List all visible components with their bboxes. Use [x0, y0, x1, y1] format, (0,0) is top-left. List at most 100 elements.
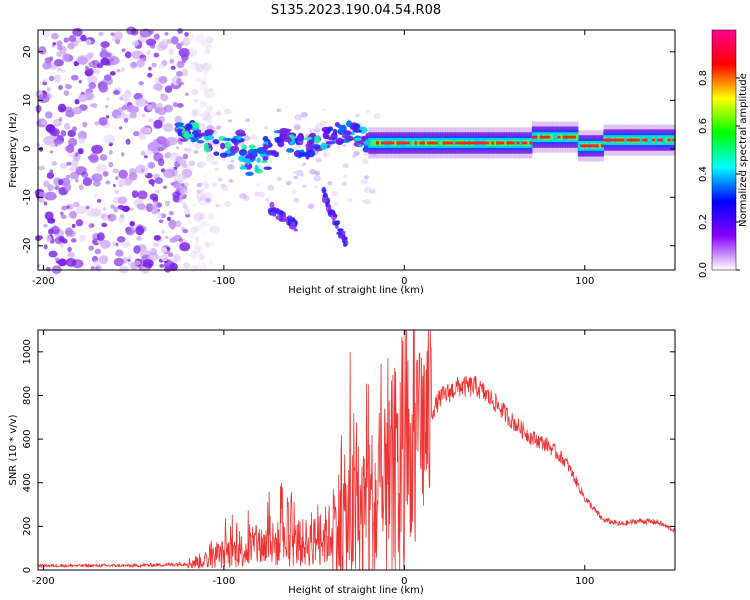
- spectrogram-noise-blob: [148, 66, 152, 71]
- spectrogram-carrier-segment: [452, 138, 456, 148]
- spectrogram-noise-blob: [117, 115, 123, 120]
- spectrogram-noise-blob: [87, 75, 98, 84]
- spectrogram-carrier-segment: [490, 141, 495, 145]
- spectrogram-branch-blob: [333, 220, 340, 227]
- spectrogram-signal-blob: [254, 164, 259, 172]
- spectrogram-carrier-segment: [631, 138, 635, 142]
- spectrogram-carrier-segment: [572, 135, 576, 139]
- spectrogram-noise-blob: [43, 78, 48, 83]
- spectrogram-noise-blob: [138, 133, 147, 140]
- spectrogram-noise-blob: [301, 184, 307, 189]
- spectrogram-noise-blob: [36, 263, 41, 268]
- spectrogram-noise-blob: [102, 171, 109, 177]
- spectrogram-carrier-segment: [613, 138, 617, 142]
- spectrogram-noise-blob: [163, 185, 168, 189]
- spectrogram-signal-blob: [262, 144, 270, 150]
- spectrogram-noise-blob: [178, 179, 182, 184]
- spectrogram-noise-blob: [153, 152, 164, 162]
- spectrogram-noise-blob: [188, 189, 193, 193]
- spectrogram-noise-blob: [115, 38, 121, 45]
- spectrogram-noise-blob: [67, 251, 76, 258]
- spectrogram-noise-blob: [314, 185, 319, 189]
- spectrogram-noise-blob: [193, 149, 199, 154]
- spectrogram-noise-blob: [74, 98, 80, 105]
- spectrogram-carrier-segment: [534, 135, 538, 139]
- spectrogram-signal-blob: [245, 171, 254, 177]
- spectrogram-branch-blob: [268, 211, 276, 216]
- spectrogram-noise-blob: [156, 102, 163, 109]
- spectrogram-noise-blob: [222, 158, 226, 161]
- spectrogram-carrier-segment: [623, 135, 628, 145]
- spectrogram-signal-blob: [235, 129, 246, 137]
- spectrogram-noise-blob: [58, 117, 63, 122]
- spectrogram-noise-blob: [56, 67, 62, 72]
- spectrogram-noise-blob: [116, 236, 126, 243]
- spectrogram-noise-blob: [199, 40, 206, 46]
- spectrogram-noise-blob: [38, 46, 47, 55]
- spectrogram-carrier-segment: [544, 135, 548, 139]
- spectrogram-noise-blob: [209, 225, 221, 234]
- spectrogram-noise-blob: [203, 68, 209, 76]
- spectrogram-noise-blob: [132, 131, 140, 137]
- spectrogram-noise-blob: [207, 259, 214, 266]
- spectrogram-marks: [34, 26, 676, 275]
- spectrogram-noise-blob: [85, 205, 90, 210]
- spectrogram-noise-blob: [117, 196, 128, 205]
- spectrogram-branch-blob: [327, 209, 333, 214]
- spectrogram-carrier-segment: [375, 141, 380, 145]
- spectrogram-carrier-segment: [577, 141, 582, 151]
- spectrogram-noise-blob: [161, 38, 169, 46]
- spectrogram-noise-blob: [245, 118, 250, 122]
- spectrogram-noise-blob: [144, 172, 148, 176]
- spectrogram-carrier-segment: [667, 138, 671, 142]
- spectrogram-noise-blob: [168, 219, 177, 229]
- spectrogram-noise-blob: [196, 64, 203, 71]
- snr-y-tick-label: 800: [22, 386, 33, 405]
- spectrogram-noise-blob: [51, 32, 59, 40]
- spectrogram-carrier-segment: [641, 138, 645, 142]
- spectrogram-carrier-segment: [393, 140, 397, 146]
- spectrogram-noise-blob: [293, 197, 300, 203]
- spectrogram-carrier-segment: [580, 144, 584, 148]
- spectrogram-noise-blob: [143, 155, 148, 159]
- spectrogram-noise-blob: [176, 103, 184, 108]
- spectrogram-noise-blob: [192, 112, 198, 118]
- spectrogram-signal-blob: [305, 143, 313, 148]
- spectrogram-signal-blob: [306, 149, 316, 158]
- spectrogram-noise-blob: [65, 257, 77, 267]
- spectrogram-noise-blob: [156, 211, 163, 219]
- spectrogram-noise-blob: [206, 154, 215, 164]
- spectrogram-carrier-segment: [467, 141, 472, 145]
- snr-x-tick-label: -100: [213, 576, 236, 587]
- spectrogram-noise-blob: [182, 228, 189, 234]
- spectrogram-carrier-segment: [470, 141, 474, 145]
- spectrogram-noise-blob: [37, 94, 50, 104]
- spectrogram-noise-blob: [353, 150, 360, 157]
- spectrogram-noise-blob: [322, 153, 327, 157]
- spectrogram-noise-blob: [77, 56, 89, 65]
- snr-x-tick-label: 100: [575, 576, 594, 587]
- spectrogram-noise-blob: [363, 186, 372, 193]
- spectrogram-carrier-segment: [562, 135, 566, 139]
- spectrogram-signal-blob: [203, 142, 209, 151]
- spectrogram-noise-blob: [360, 178, 368, 185]
- colorbar: 0.0 0.2 0.4 0.6 0.8 Normalized spectral ampl…: [698, 29, 749, 278]
- spectrogram-noise-blob: [88, 245, 95, 251]
- spectrogram-noise-blob: [114, 189, 120, 195]
- spectrogram-carrier-segment: [611, 138, 615, 142]
- spectrogram-noise-blob: [57, 258, 67, 267]
- spectrogram-noise-blob: [163, 104, 174, 113]
- spectrogram-noise-blob: [164, 152, 172, 159]
- spectrogram-branch-blob: [286, 215, 293, 221]
- spectrogram-carrier-segment: [424, 140, 428, 146]
- spectrogram-noise-blob: [48, 75, 55, 82]
- spectrogram-noise-blob: [37, 143, 40, 147]
- spectrogram-noise-blob: [166, 38, 173, 44]
- spectrogram-carrier-segment: [450, 141, 454, 145]
- spectrogram-noise-blob: [205, 36, 214, 44]
- spectrogram-carrier-segment: [368, 138, 372, 148]
- spectrogram-noise-blob: [53, 74, 62, 83]
- spectrogram-noise-blob: [82, 177, 93, 187]
- spectrogram-noise-blob: [129, 61, 138, 69]
- spectrogram-noise-blob: [192, 61, 199, 67]
